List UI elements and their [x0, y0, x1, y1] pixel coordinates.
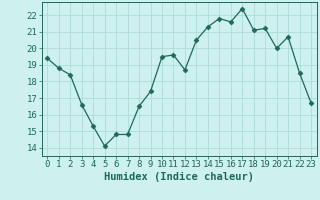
X-axis label: Humidex (Indice chaleur): Humidex (Indice chaleur): [104, 172, 254, 182]
